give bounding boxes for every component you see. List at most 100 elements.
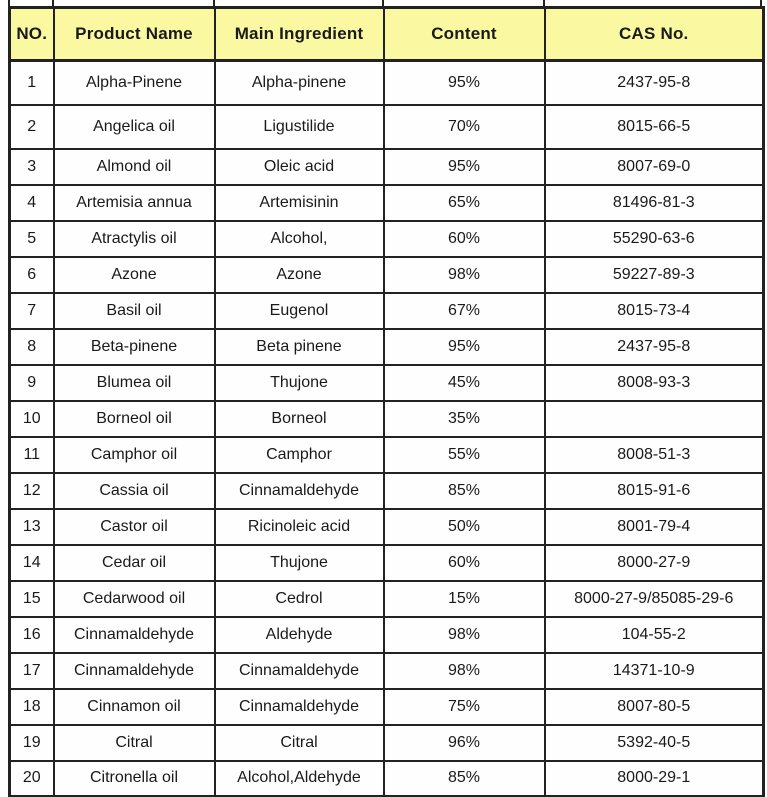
cropped-row-vline [382, 0, 384, 6]
cell-cas-no: 8015-91-6 [543, 471, 765, 510]
cell-content: 95% [382, 59, 546, 106]
cell-product-name: Atractylis oil [52, 219, 216, 258]
cell-product-name: Citral [52, 723, 216, 762]
col-header-product-name: Product Name [52, 6, 216, 62]
cell-cas-no: 8015-73-4 [543, 291, 765, 330]
table-row: 1 Alpha-Pinene Alpha-pinene 95% 2437-95-8 [8, 59, 765, 106]
cell-no: 3 [8, 147, 55, 186]
cell-content: 85% [382, 759, 546, 797]
cell-cas-no: 2437-95-8 [543, 59, 765, 106]
cell-product-name: Castor oil [52, 507, 216, 546]
cell-product-name: Artemisia annua [52, 183, 216, 222]
cell-no: 2 [8, 103, 55, 150]
table-row: 16 Cinnamaldehyde Aldehyde 98% 104-55-2 [8, 615, 765, 654]
cell-cas-no: 8000-27-9/85085-29-6 [543, 579, 765, 618]
cell-main-ingredient: Beta pinene [213, 327, 385, 366]
cell-main-ingredient: Camphor [213, 435, 385, 474]
cell-main-ingredient: Cinnamaldehyde [213, 651, 385, 690]
cell-content: 98% [382, 615, 546, 654]
cell-no: 19 [8, 723, 55, 762]
cell-content: 55% [382, 435, 546, 474]
cell-product-name: Cinnamaldehyde [52, 651, 216, 690]
cell-content: 65% [382, 183, 546, 222]
cell-cas-no: 59227-89-3 [543, 255, 765, 294]
cell-main-ingredient: Citral [213, 723, 385, 762]
table-row: 2 Angelica oil Ligustilide 70% 8015-66-5 [8, 103, 765, 150]
cell-product-name: Camphor oil [52, 435, 216, 474]
col-header-no: NO. [8, 6, 55, 62]
cell-cas-no: 8000-29-1 [543, 759, 765, 797]
cell-cas-no: 5392-40-5 [543, 723, 765, 762]
cell-content: 35% [382, 399, 546, 438]
table-row: 19 Citral Citral 96% 5392-40-5 [8, 723, 765, 762]
table-row: 11 Camphor oil Camphor 55% 8008-51-3 [8, 435, 765, 474]
cell-cas-no: 8008-51-3 [543, 435, 765, 474]
table-row: 8 Beta-pinene Beta pinene 95% 2437-95-8 [8, 327, 765, 366]
cell-product-name: Azone [52, 255, 216, 294]
cell-no: 16 [8, 615, 55, 654]
cell-cas-no: 8015-66-5 [543, 103, 765, 150]
cell-cas-no: 104-55-2 [543, 615, 765, 654]
cell-content: 60% [382, 543, 546, 582]
cell-product-name: Cinnamon oil [52, 687, 216, 726]
cell-no: 5 [8, 219, 55, 258]
cell-no: 6 [8, 255, 55, 294]
cell-product-name: Beta-pinene [52, 327, 216, 366]
cropped-row-vline [760, 0, 762, 6]
header-row: NO. Product Name Main Ingredient Content… [8, 6, 765, 62]
table-row: 17 Cinnamaldehyde Cinnamaldehyde 98% 14371-1… [8, 651, 765, 690]
cell-cas-no: 81496-81-3 [543, 183, 765, 222]
cell-content: 60% [382, 219, 546, 258]
cropped-row-vline [543, 0, 545, 6]
cell-no: 20 [8, 759, 55, 797]
cell-main-ingredient: Azone [213, 255, 385, 294]
cell-main-ingredient: Aldehyde [213, 615, 385, 654]
cell-main-ingredient: Cinnamaldehyde [213, 471, 385, 510]
cell-no: 15 [8, 579, 55, 618]
cell-main-ingredient: Cedrol [213, 579, 385, 618]
cell-content: 85% [382, 471, 546, 510]
cell-cas-no: 8001-79-4 [543, 507, 765, 546]
table-row: 13 Castor oil Ricinoleic acid 50% 8001-79-4 [8, 507, 765, 546]
cell-content: 70% [382, 103, 546, 150]
cell-no: 1 [8, 59, 55, 106]
cell-no: 17 [8, 651, 55, 690]
col-header-cas-no: CAS No. [543, 6, 765, 62]
cell-content: 95% [382, 327, 546, 366]
cell-product-name: Blumea oil [52, 363, 216, 402]
cell-product-name: Angelica oil [52, 103, 216, 150]
cell-product-name: Almond oil [52, 147, 216, 186]
table-row: 3 Almond oil Oleic acid 95% 8007-69-0 [8, 147, 765, 186]
cell-main-ingredient: Alcohol, [213, 219, 385, 258]
table-row: 20 Citronella oil Alcohol,Aldehyde 85% 8000-… [8, 759, 765, 797]
cropped-row-vline [213, 0, 215, 6]
cell-main-ingredient: Ricinoleic acid [213, 507, 385, 546]
table-row: 5 Atractylis oil Alcohol, 60% 55290-63-6 [8, 219, 765, 258]
cell-content: 50% [382, 507, 546, 546]
cell-cas-no: 8007-69-0 [543, 147, 765, 186]
col-header-content: Content [382, 6, 546, 62]
cell-no: 4 [8, 183, 55, 222]
table-row: 4 Artemisia annua Artemisinin 65% 81496-81-3 [8, 183, 765, 222]
table-row: 12 Cassia oil Cinnamaldehyde 85% 8015-91-6 [8, 471, 765, 510]
cell-product-name: Cedarwood oil [52, 579, 216, 618]
cell-no: 10 [8, 399, 55, 438]
cell-cas-no: 55290-63-6 [543, 219, 765, 258]
cell-content: 67% [382, 291, 546, 330]
cell-content: 98% [382, 651, 546, 690]
cell-content: 75% [382, 687, 546, 726]
cell-main-ingredient: Ligustilide [213, 103, 385, 150]
cell-no: 14 [8, 543, 55, 582]
cell-main-ingredient: Borneol [213, 399, 385, 438]
cell-cas-no: 8007-80-5 [543, 687, 765, 726]
table-header: NO. Product Name Main Ingredient Content… [8, 6, 765, 62]
table-row: 14 Cedar oil Thujone 60% 8000-27-9 [8, 543, 765, 582]
cell-cas-no: 8000-27-9 [543, 543, 765, 582]
table-body: 1 Alpha-Pinene Alpha-pinene 95% 2437-95-8 2 An… [8, 59, 765, 797]
cell-cas-no: 2437-95-8 [543, 327, 765, 366]
cell-cas-no [543, 399, 765, 438]
cell-no: 18 [8, 687, 55, 726]
col-header-main-ingredient: Main Ingredient [213, 6, 385, 62]
table-row: 9 Blumea oil Thujone 45% 8008-93-3 [8, 363, 765, 402]
